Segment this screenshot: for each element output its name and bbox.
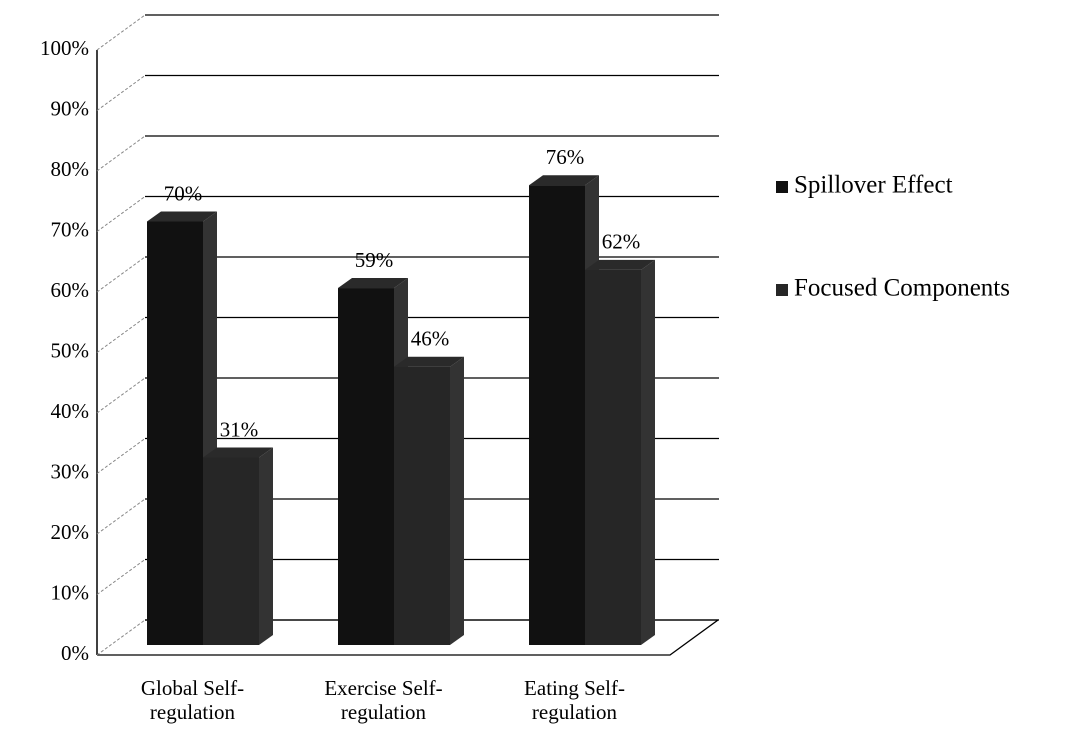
legend-label: Focused Components bbox=[794, 275, 1010, 302]
y-tick-label: 70% bbox=[51, 217, 90, 241]
grid-diagonal bbox=[96, 75, 146, 111]
y-tick-label: 40% bbox=[51, 399, 90, 423]
y-tick-label: 30% bbox=[51, 459, 90, 483]
bar-front bbox=[203, 457, 259, 645]
y-tick-label: 90% bbox=[51, 96, 90, 120]
y-tick-label: 80% bbox=[51, 157, 90, 181]
bar-front bbox=[529, 185, 585, 645]
grid-diagonal bbox=[96, 438, 146, 474]
bar-side bbox=[259, 447, 273, 645]
legend-label: Spillover Effect bbox=[794, 172, 953, 199]
grid-diagonal bbox=[96, 196, 146, 232]
bar-top bbox=[394, 356, 464, 367]
x-tick-label: Eating Self-regulation bbox=[524, 676, 625, 724]
backdrop bbox=[719, 0, 1078, 734]
legend-swatch bbox=[776, 284, 788, 296]
value-label: 46% bbox=[411, 327, 450, 351]
bar bbox=[394, 356, 464, 645]
bar bbox=[585, 259, 655, 645]
x-tick-label: Exercise Self-regulation bbox=[324, 676, 442, 724]
y-tick-label: 10% bbox=[51, 580, 90, 604]
y-tick-label: 0% bbox=[61, 641, 89, 665]
legend-swatch bbox=[776, 181, 788, 193]
bar-top bbox=[203, 447, 273, 458]
grid-diagonal bbox=[96, 317, 146, 353]
bar-top bbox=[529, 175, 599, 186]
bar-front bbox=[338, 288, 394, 645]
bar-front bbox=[585, 269, 641, 645]
grid-diagonal bbox=[96, 498, 146, 535]
bar-top bbox=[147, 211, 217, 222]
bar bbox=[147, 211, 217, 645]
grid-diagonal bbox=[96, 619, 146, 656]
bar bbox=[203, 447, 273, 645]
bar-front bbox=[394, 366, 450, 645]
value-label: 59% bbox=[355, 248, 394, 272]
y-tick-label: 60% bbox=[51, 278, 90, 302]
bar-top bbox=[338, 278, 408, 289]
grid-diagonal bbox=[96, 559, 146, 595]
grid-diagonal bbox=[96, 135, 146, 172]
grid-diagonal bbox=[96, 377, 146, 414]
bar-front bbox=[147, 221, 203, 645]
bar-side bbox=[450, 356, 464, 645]
x-tick-label: Global Self-regulation bbox=[141, 676, 244, 724]
y-tick-label: 20% bbox=[51, 520, 90, 544]
value-label: 70% bbox=[164, 181, 203, 205]
y-tick-label: 50% bbox=[51, 338, 90, 362]
value-label: 62% bbox=[602, 230, 641, 254]
bar-side bbox=[641, 259, 655, 645]
bar-top bbox=[585, 259, 655, 270]
y-tick-label: 100% bbox=[40, 36, 89, 60]
value-label: 31% bbox=[220, 417, 259, 441]
grid-diagonal bbox=[96, 14, 146, 51]
value-label: 76% bbox=[546, 145, 585, 169]
grid-diagonal bbox=[96, 256, 146, 293]
